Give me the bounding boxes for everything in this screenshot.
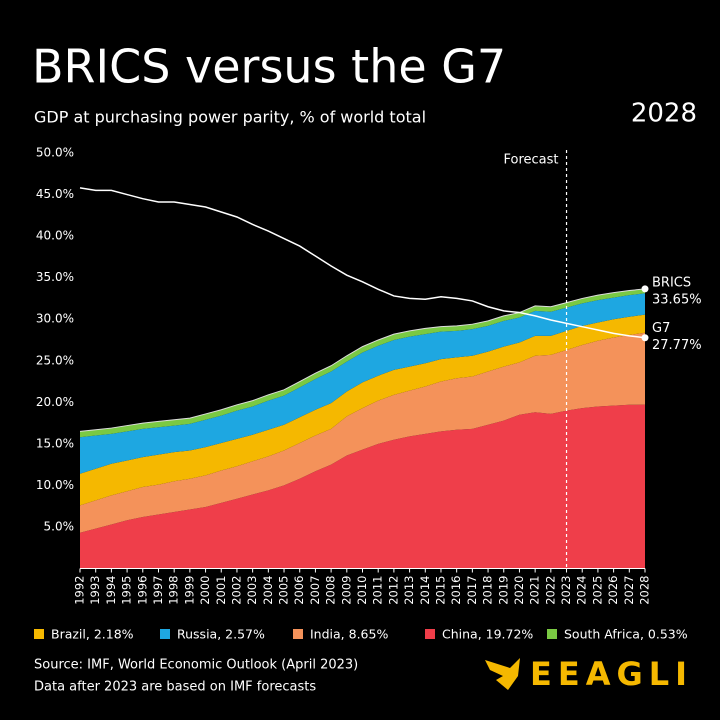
x-tick-label: 2014 xyxy=(418,576,432,605)
x-tick-label: 1992 xyxy=(73,576,87,605)
x-tick-label: 2010 xyxy=(355,576,369,605)
y-tick-label: 40.0% xyxy=(36,229,74,243)
x-tick-label: 2019 xyxy=(496,576,510,605)
source-line: Data after 2023 are based on IMF forecas… xyxy=(34,680,316,695)
legend-swatch xyxy=(34,629,44,639)
legend-label: Brazil, 2.18% xyxy=(51,627,134,642)
y-tick-label: 25.0% xyxy=(36,353,74,367)
brics-end-dot xyxy=(641,285,649,293)
eagle-icon xyxy=(485,658,520,690)
x-tick-label: 1998 xyxy=(167,576,181,605)
x-tick-label: 2022 xyxy=(543,576,557,605)
y-tick-label: 45.0% xyxy=(36,187,74,201)
x-tick-label: 2009 xyxy=(339,576,353,605)
y-tick-label: 20.0% xyxy=(36,395,74,409)
x-tick-label: 2026 xyxy=(606,576,620,605)
x-tick-label: 1996 xyxy=(135,576,149,605)
x-tick-label: 2000 xyxy=(198,576,212,605)
x-tick-label: 1995 xyxy=(120,576,134,605)
chart-subtitle: GDP at purchasing power parity, % of wor… xyxy=(34,108,426,127)
x-tick-label: 1993 xyxy=(88,576,102,605)
brand-logo: EEAGLI xyxy=(485,655,693,693)
legend-swatch xyxy=(547,629,557,639)
legend-swatch xyxy=(293,629,303,639)
x-tick-label: 2023 xyxy=(559,576,573,605)
y-tick-label: 35.0% xyxy=(36,270,74,284)
y-tick-label: 50.0% xyxy=(36,146,74,160)
area xyxy=(80,314,645,506)
x-tick-label: 2017 xyxy=(465,576,479,605)
x-tick-label: 2008 xyxy=(324,576,338,605)
x-tick-label: 1994 xyxy=(104,576,118,605)
x-tick-label: 2024 xyxy=(575,576,589,605)
x-tick-label: 1999 xyxy=(182,576,196,605)
year-badge: 2028 xyxy=(631,99,697,129)
x-tick-label: 2027 xyxy=(622,576,636,605)
g7-line xyxy=(79,187,646,339)
area xyxy=(80,404,645,569)
total-outline xyxy=(79,288,646,432)
x-tick-label: 1997 xyxy=(151,576,165,605)
x-tick-label: 2013 xyxy=(402,576,416,605)
brics-value-label: 33.65% xyxy=(652,292,702,307)
x-tick-label: 2015 xyxy=(433,576,447,605)
area xyxy=(80,332,645,533)
y-tick-label: 10.0% xyxy=(36,478,74,492)
legend-label: South Africa, 0.53% xyxy=(564,627,688,642)
x-tick-label: 2011 xyxy=(371,576,385,605)
x-tick-label: 2003 xyxy=(245,576,259,605)
x-tick-label: 2016 xyxy=(449,576,463,605)
legend-swatch xyxy=(425,629,435,639)
area xyxy=(80,293,645,474)
brics-label: BRICS xyxy=(652,275,691,290)
x-tick-label: 2028 xyxy=(638,576,652,605)
y-tick-label: 30.0% xyxy=(36,312,74,326)
x-tick-label: 2012 xyxy=(386,576,400,605)
legend-label: India, 8.65% xyxy=(310,627,388,642)
x-tick-label: 2018 xyxy=(481,576,495,605)
source-line: Source: IMF, World Economic Outlook (Apr… xyxy=(34,658,358,673)
x-tick-label: 2005 xyxy=(277,576,291,605)
x-tick-label: 2004 xyxy=(261,576,275,605)
g7-end-dot xyxy=(641,334,649,342)
x-tick-label: 2021 xyxy=(528,576,542,605)
y-tick-label: 5.0% xyxy=(44,519,75,533)
y-tick-label: 15.0% xyxy=(36,436,74,450)
forecast-label: Forecast xyxy=(504,153,559,168)
x-tick-label: 2002 xyxy=(229,576,243,605)
x-tick-label: 2025 xyxy=(590,576,604,605)
chart-title: BRICS versus the G7 xyxy=(32,40,506,94)
brand-name: EEAGLI xyxy=(530,655,693,693)
legend-label: China, 19.72% xyxy=(442,627,533,642)
legend-label: Russia, 2.57% xyxy=(177,627,265,642)
x-tick-label: 2006 xyxy=(292,576,306,605)
x-tick-label: 2001 xyxy=(214,576,228,605)
g7-value-label: 27.77% xyxy=(652,338,702,353)
g7-label: G7 xyxy=(652,321,670,336)
legend-swatch xyxy=(160,629,170,639)
x-tick-label: 2020 xyxy=(512,576,526,605)
x-tick-label: 2007 xyxy=(308,576,322,605)
